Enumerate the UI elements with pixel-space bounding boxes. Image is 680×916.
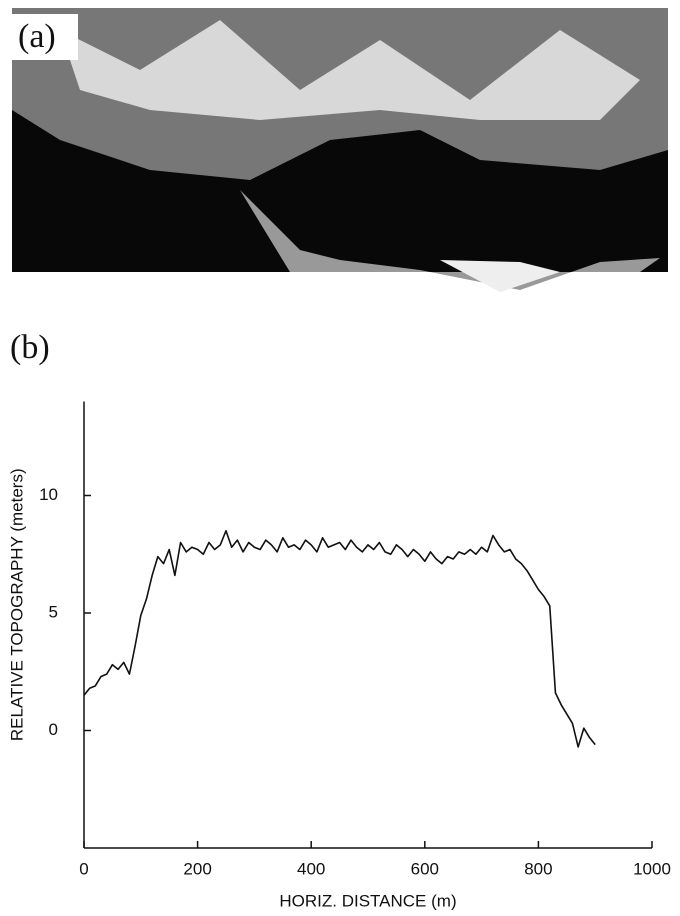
y-axis-label: RELATIVE TOPOGRAPHY (meters) <box>7 468 26 741</box>
y-tick-label: 10 <box>39 485 58 504</box>
x-tick-label: 200 <box>183 859 211 878</box>
panel-label: (b) <box>10 329 50 366</box>
data-line <box>83 529 596 748</box>
x-tick-label: 400 <box>297 859 325 878</box>
x-tick-label: 0 <box>79 859 88 878</box>
image-panel: (a) <box>12 8 668 292</box>
y-tick-label: 5 <box>49 602 58 621</box>
x-axis-label: HORIZ. DISTANCE (m) <box>279 891 456 910</box>
x-tick-label: 800 <box>524 859 552 878</box>
x-tick-label: 1000 <box>633 859 671 878</box>
panel-label: (a) <box>18 18 56 55</box>
plot: 0 200 400 600 800 1000 0 5 10 HORIZ. DISTANCE (m)… <box>7 401 671 910</box>
x-tick-label: 600 <box>411 859 439 878</box>
y-tick-label: 0 <box>49 720 58 739</box>
